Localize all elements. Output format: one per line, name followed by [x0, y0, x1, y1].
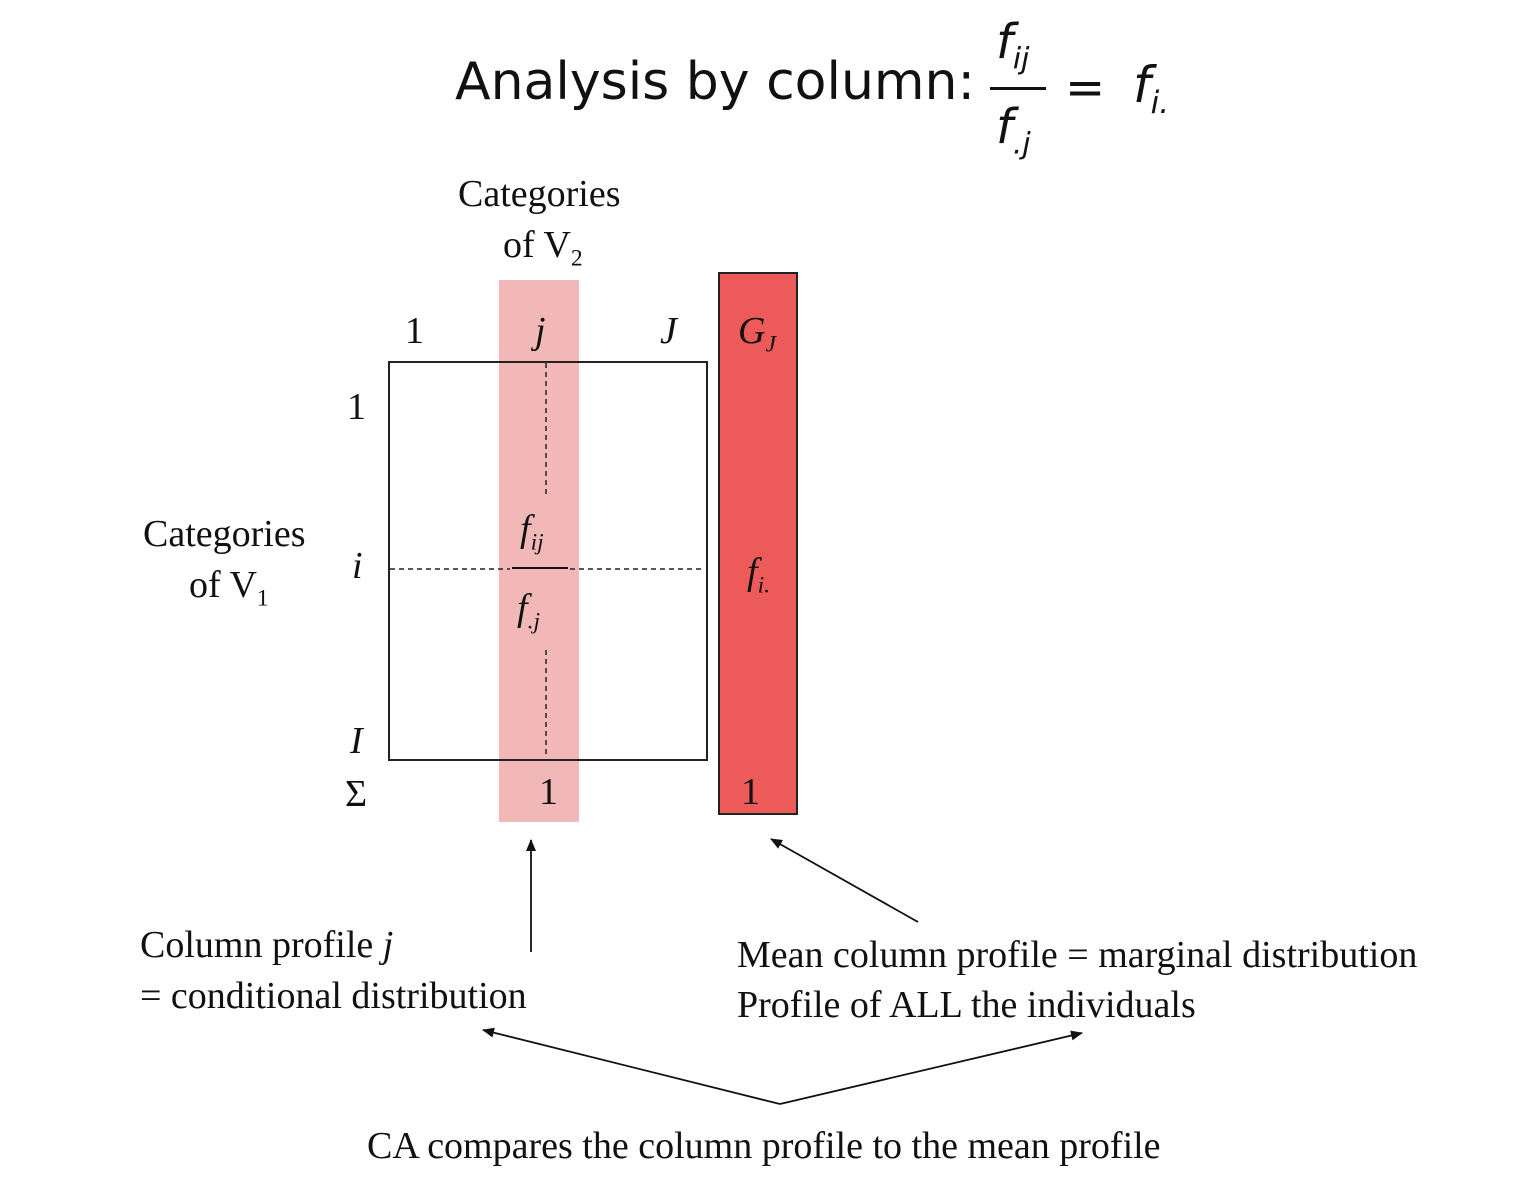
arrow-comparison-right	[779, 1030, 1083, 1105]
contingency-table-frame	[388, 361, 708, 761]
title-fraction-bar	[990, 87, 1046, 90]
comparison-caption: CA compares the column profile to the me…	[367, 1125, 1161, 1167]
mean-cell-value: fi.	[747, 551, 770, 599]
mean-profile-label-line1: Mean column profile = marginal distribut…	[737, 934, 1418, 976]
cell-denominator: f.j	[517, 587, 540, 635]
column-profile-highlight	[499, 280, 579, 822]
cell-fraction-bar	[512, 567, 568, 569]
title-denominator: f.j	[996, 99, 1031, 162]
rows-header-line1: Categories	[143, 513, 306, 555]
mean-column-profile	[718, 272, 798, 815]
row-index-sum: Σ	[345, 773, 368, 815]
row-index-first: 1	[347, 386, 366, 428]
rows-header-line2: of V1	[189, 564, 269, 612]
mean-profile-label-line2: Profile of ALL the individuals	[737, 984, 1196, 1026]
columns-header-line2: of V2	[503, 224, 583, 272]
sum-profile: 1	[539, 771, 558, 813]
sum-mean: 1	[741, 771, 760, 813]
row-index-last: I	[350, 720, 363, 762]
column-index-first: 1	[405, 310, 424, 352]
title-equals: =	[1065, 60, 1106, 116]
arrow-to-mean-profile	[770, 838, 919, 923]
column-index-mean: GJ	[738, 310, 776, 358]
column-index-mid: j	[535, 310, 546, 352]
column-index-last: J	[660, 310, 677, 352]
row-index-mid: i	[352, 545, 363, 587]
columns-header-line1: Categories	[458, 173, 621, 215]
title-rhs: fi.	[1133, 56, 1170, 121]
cell-numerator: fij	[520, 508, 544, 556]
column-profile-label-line1: Column profile j	[140, 924, 394, 966]
title-numerator: fij	[996, 14, 1030, 77]
title-prefix: Analysis by column:	[455, 52, 976, 112]
column-profile-label-line2: = conditional distribution	[140, 975, 527, 1017]
arrow-comparison-left	[482, 1027, 781, 1105]
